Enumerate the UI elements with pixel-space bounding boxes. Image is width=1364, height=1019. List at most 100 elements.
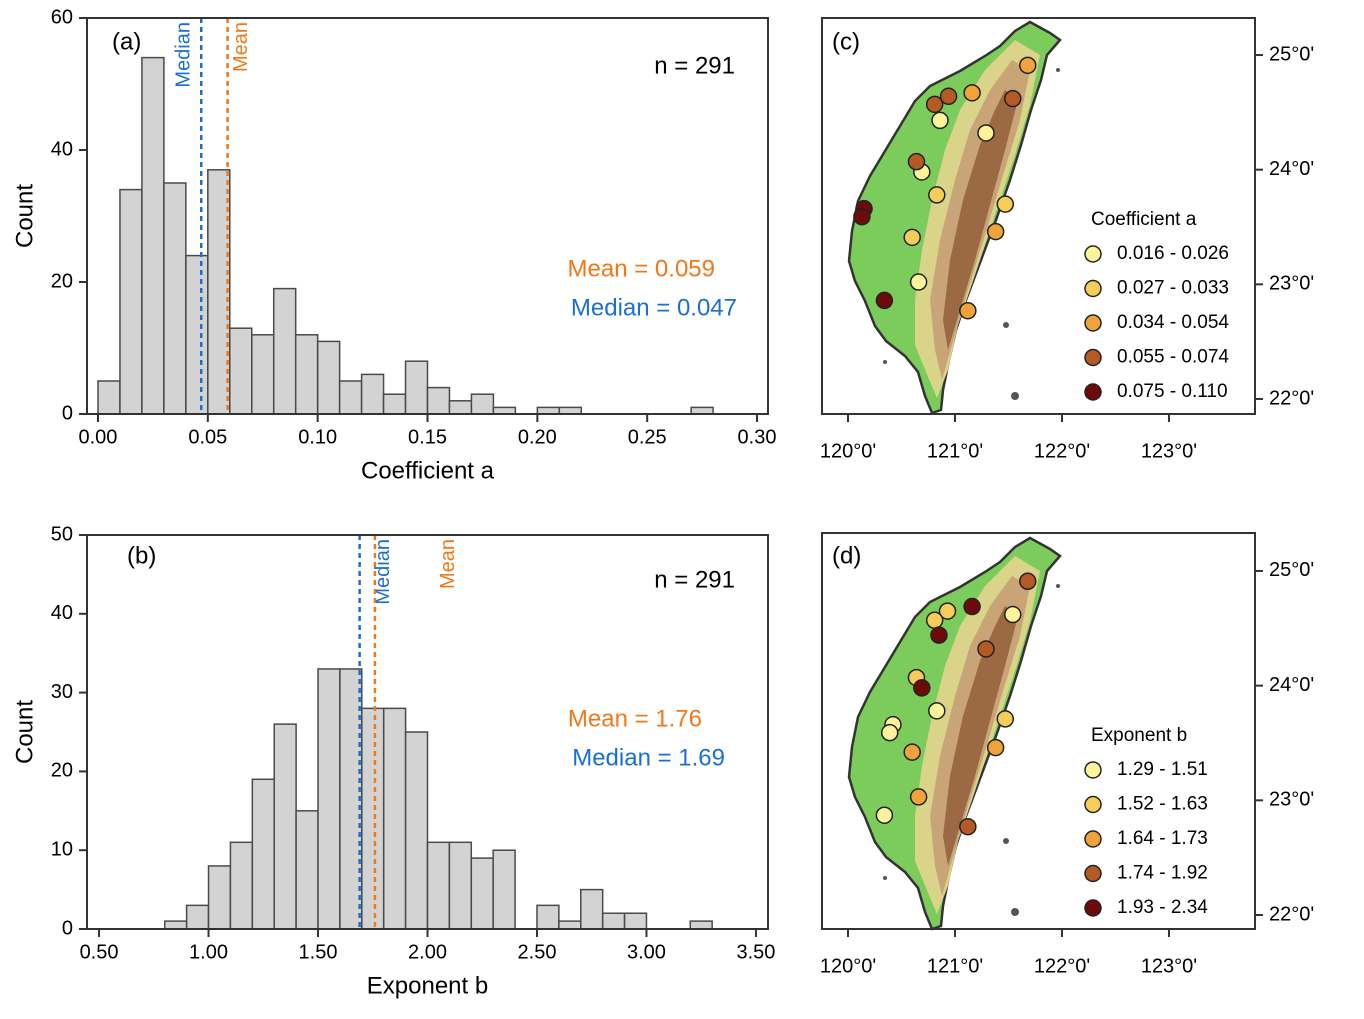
station (909, 273, 928, 291)
y-tick-label: 22°0' (1269, 387, 1314, 409)
reference-line-name: Mean (437, 539, 459, 589)
x-tick-label: 121°0' (927, 955, 983, 977)
station (959, 301, 977, 320)
x-tick-label: 1.00 (189, 941, 228, 963)
x-tick-label: 0.15 (408, 426, 447, 448)
x-tick-label: 0.00 (79, 426, 118, 448)
bar (185, 254, 209, 415)
bar (229, 841, 254, 930)
legend-marker (1084, 279, 1102, 298)
legend-marker (1084, 830, 1102, 848)
bar (295, 810, 319, 930)
bar (163, 182, 187, 415)
station (913, 679, 931, 697)
bar (689, 920, 713, 930)
legend-label: 0.027 - 0.033 (1117, 278, 1229, 299)
station (996, 195, 1015, 213)
station (875, 806, 894, 824)
x-tick-label: 0.25 (628, 426, 667, 448)
bar (119, 188, 143, 415)
x-tick-label: 123°0' (1141, 955, 1197, 977)
reference-line-name: Mean (230, 22, 252, 72)
bar (558, 920, 582, 930)
bar (360, 373, 385, 415)
legend-marker (1084, 864, 1102, 883)
x-tick-label: 3.00 (627, 941, 666, 963)
bar (273, 723, 297, 930)
legend-marker (1084, 245, 1102, 263)
x-tick-label: 122°0' (1034, 440, 1090, 462)
x-tick-label: 120°0' (820, 440, 876, 462)
station (996, 710, 1015, 728)
x-axis-title: Coefficient a (361, 457, 495, 484)
x-tick-label: 121°0' (927, 440, 983, 462)
y-tick-label: 23°0' (1269, 273, 1314, 295)
x-tick-label: 0.05 (188, 426, 227, 448)
legend-label: 1.93 - 2.34 (1117, 897, 1208, 918)
x-tick-label: 3.50 (736, 941, 775, 963)
station (986, 738, 1005, 757)
x-tick-label: 0.20 (518, 426, 557, 448)
bar (536, 904, 560, 930)
x-tick-label: 0.50 (80, 941, 119, 963)
panel-label: (a) (112, 28, 141, 55)
station (880, 723, 899, 742)
bar (338, 380, 363, 415)
station (903, 228, 921, 247)
x-tick-label: 2.50 (518, 941, 557, 963)
legend-marker (1084, 899, 1102, 917)
reference-line-label: Median = 0.047 (571, 294, 737, 321)
reference-line-name: Median (372, 539, 394, 605)
bar (382, 393, 407, 415)
panel-label: (c) (832, 28, 860, 55)
y-tick-label: 60 (51, 6, 73, 28)
bar (272, 287, 297, 415)
bar (317, 668, 341, 930)
y-tick-label: 40 (51, 138, 73, 160)
legend-label: 0.016 - 0.026 (1117, 243, 1229, 264)
station (928, 186, 946, 204)
bar (470, 393, 495, 415)
station (907, 152, 926, 171)
y-tick-label: 20 (51, 760, 73, 782)
panel-label: (b) (127, 542, 156, 569)
y-tick-label: 40 (51, 602, 73, 624)
bar (448, 841, 473, 930)
bar (97, 380, 121, 415)
bar (163, 920, 188, 930)
legend-label: 1.52 - 1.63 (1117, 794, 1208, 815)
island-shape (847, 536, 1062, 931)
y-tick-label: 24°0' (1269, 158, 1314, 180)
plot-frame (86, 17, 769, 415)
bar (382, 707, 407, 930)
y-tick-label: 22°0' (1269, 903, 1314, 925)
legend-marker (1084, 383, 1102, 401)
bar (492, 849, 516, 930)
y-tick-label: 25°0' (1269, 43, 1314, 65)
station (875, 291, 894, 310)
bar (361, 707, 385, 930)
panel-label: (d) (832, 542, 861, 569)
x-tick-label: 120°0' (820, 955, 876, 977)
bar (601, 912, 626, 930)
station (977, 640, 995, 658)
station (938, 602, 957, 620)
reference-line-name: Median (173, 22, 195, 88)
station (853, 207, 871, 226)
legend-marker (1084, 314, 1102, 332)
legend-title: Exponent b (1091, 725, 1187, 746)
legend-marker (1084, 795, 1102, 814)
station (1004, 605, 1022, 624)
x-tick-label: 122°0' (1034, 955, 1090, 977)
station (1018, 56, 1037, 75)
station (963, 597, 981, 616)
legend-marker (1084, 761, 1102, 779)
bar (207, 865, 232, 930)
bar (185, 904, 210, 930)
legend-label: 1.74 - 1.92 (1117, 863, 1208, 884)
x-tick-label: 0.30 (738, 426, 777, 448)
legend-title: Coefficient a (1091, 209, 1197, 230)
y-tick-label: 50 (51, 523, 73, 545)
bar (251, 334, 275, 415)
